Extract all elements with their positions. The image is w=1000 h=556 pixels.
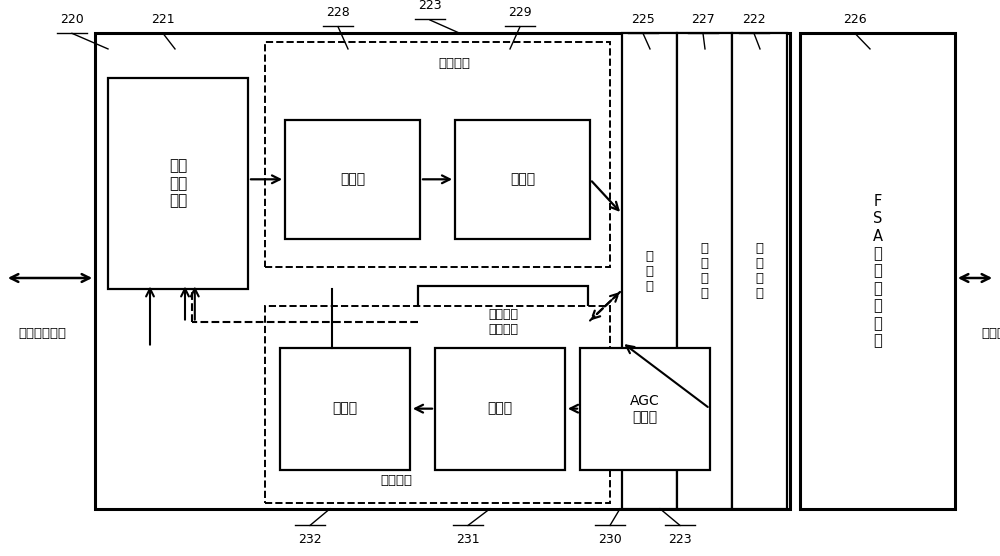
Bar [285,120,420,239]
Bar [95,33,790,509]
Text: 去向控制组件: 去向控制组件 [18,327,66,340]
Text: 227: 227 [691,13,715,26]
Text: 解调模块: 解调模块 [380,474,412,488]
Text: AGC
放大器: AGC 放大器 [630,394,660,424]
Text: 均衡器: 均衡器 [487,401,513,416]
Text: 232: 232 [298,533,322,546]
Text: 220: 220 [60,13,84,26]
Text: 222: 222 [742,13,766,26]
Text: 第一载波
检测模块: 第一载波 检测模块 [488,309,518,336]
Bar [108,78,248,289]
Bar [265,42,610,267]
Bar [677,33,732,509]
Bar [265,306,610,503]
Bar [580,348,710,470]
Text: 229: 229 [508,6,532,19]
Text: 228: 228 [326,6,350,19]
Bar [280,348,410,470]
Bar [800,33,955,509]
Text: 230: 230 [598,533,622,546]
Text: 221: 221 [151,13,175,26]
Bar [435,348,565,470]
Text: 基带
处理
模块: 基带 处理 模块 [169,158,187,208]
Text: 231: 231 [456,533,480,546]
Text: 调制器: 调制器 [340,172,365,186]
Text: 去向外线: 去向外线 [981,327,1000,340]
Text: 调制模块: 调制模块 [439,57,471,71]
Text: 223: 223 [418,0,442,12]
Bar [418,286,588,359]
Text: F
S
A
调
制
解
调
单
元: F S A 调 制 解 调 单 元 [873,194,883,348]
Text: 225: 225 [631,13,655,26]
Text: 接
口
模
块: 接 口 模 块 [700,242,708,300]
Text: 223: 223 [668,533,692,546]
Bar [622,33,677,509]
Text: 驱动器: 驱动器 [510,172,535,186]
Text: 226: 226 [843,13,867,26]
Text: 匹
配
接
口: 匹 配 接 口 [756,242,764,300]
Text: 解调器: 解调器 [332,401,358,416]
Bar [732,33,787,509]
Text: 单
工
器: 单 工 器 [646,250,654,292]
Bar [455,120,590,239]
